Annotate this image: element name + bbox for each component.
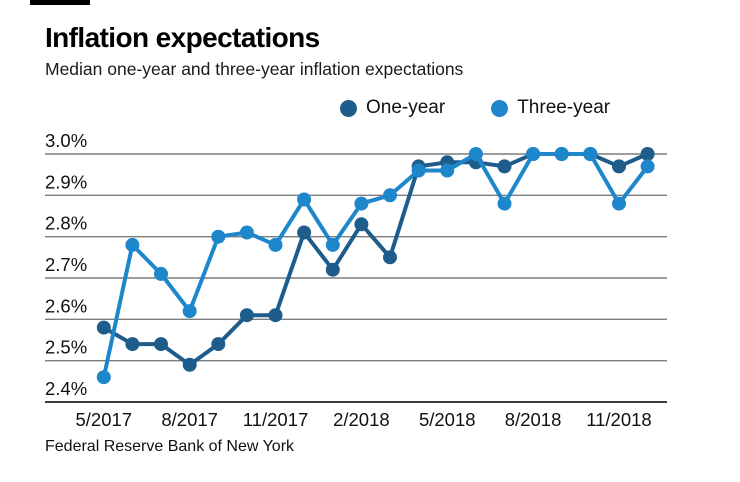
legend-item-three-year: Three-year xyxy=(491,97,610,119)
y-tick-label: 3.0% xyxy=(45,130,87,151)
y-tick-label: 2.9% xyxy=(45,171,87,192)
one-year-point-5-2017 xyxy=(96,320,111,335)
y-tick-label: 2.5% xyxy=(45,337,87,358)
x-tick-label: 5/2017 xyxy=(76,409,133,430)
three-year-point-4-2018 xyxy=(411,163,426,178)
one-year-point-11-2018 xyxy=(612,159,626,174)
one-year-point-6-2017 xyxy=(125,337,140,352)
one-year-point-2-2018 xyxy=(354,217,369,232)
x-tick-label: 11/2018 xyxy=(586,409,652,430)
legend-item-one-year: One-year xyxy=(340,97,445,119)
legend-label-three-year: Three-year xyxy=(517,97,611,118)
one-year-point-12-2017 xyxy=(297,225,312,240)
one-year-point-7-2018 xyxy=(497,159,512,174)
one-year-point-1-2018 xyxy=(325,262,340,277)
one-year-line xyxy=(101,152,650,367)
three-year-point-11-2018 xyxy=(612,196,626,211)
page-title: Inflation expectations xyxy=(45,22,320,53)
y-tick-label: 2.4% xyxy=(45,378,87,399)
y-tick-label: 2.7% xyxy=(45,254,87,275)
three-year-point-5-2018 xyxy=(440,163,455,178)
three-year-point-12-2017 xyxy=(297,192,312,207)
three-year-point-2-2018 xyxy=(354,196,369,211)
x-tick-label: 8/2018 xyxy=(505,409,562,430)
y-tick-label: 2.6% xyxy=(45,295,87,316)
chart-subtitle: Median one-year and three-year inflation… xyxy=(45,59,464,79)
three-year-point-9-2017 xyxy=(211,229,226,244)
one-year-point-9-2017 xyxy=(211,337,226,352)
three-year-point-5-2017 xyxy=(96,370,111,385)
three-year-point-12-2018 xyxy=(640,159,655,174)
three-year-dot-icon xyxy=(491,99,509,117)
three-year-point-3-2018 xyxy=(383,188,397,203)
legend-label-one-year: One-year xyxy=(366,97,446,118)
three-year-point-7-2018 xyxy=(497,196,512,211)
source-attribution: Federal Reserve Bank of New York xyxy=(45,438,295,455)
y-tick-label: 2.8% xyxy=(45,213,87,234)
one-year-point-8-2017 xyxy=(182,357,197,372)
three-year-point-10-2017 xyxy=(239,225,254,240)
three-year-point-10-2018 xyxy=(583,147,598,161)
top-accent-bar xyxy=(30,0,90,5)
one-year-point-7-2017 xyxy=(154,337,168,352)
x-tick-label: 5/2018 xyxy=(419,409,476,430)
three-year-point-1-2018 xyxy=(325,237,340,252)
three-year-line xyxy=(101,152,650,380)
x-tick-label: 8/2017 xyxy=(161,409,218,430)
three-year-point-8-2018 xyxy=(526,147,541,161)
three-year-point-6-2018 xyxy=(468,147,483,161)
three-year-point-11-2017 xyxy=(268,237,283,252)
one-year-point-11-2017 xyxy=(268,308,283,323)
one-year-point-10-2017 xyxy=(239,308,254,323)
one-year-dot-icon xyxy=(340,99,357,117)
three-year-point-6-2017 xyxy=(125,237,140,252)
x-tick-label: 2/2018 xyxy=(333,409,390,430)
three-year-point-9-2018 xyxy=(554,147,569,161)
chart-legend: One-year Three-year xyxy=(340,97,610,119)
three-year-point-7-2017 xyxy=(154,266,168,281)
three-year-point-8-2017 xyxy=(182,304,197,319)
x-tick-label: 11/2017 xyxy=(243,409,309,430)
one-year-point-3-2018 xyxy=(383,250,397,265)
one-year-point-12-2018 xyxy=(640,147,655,161)
